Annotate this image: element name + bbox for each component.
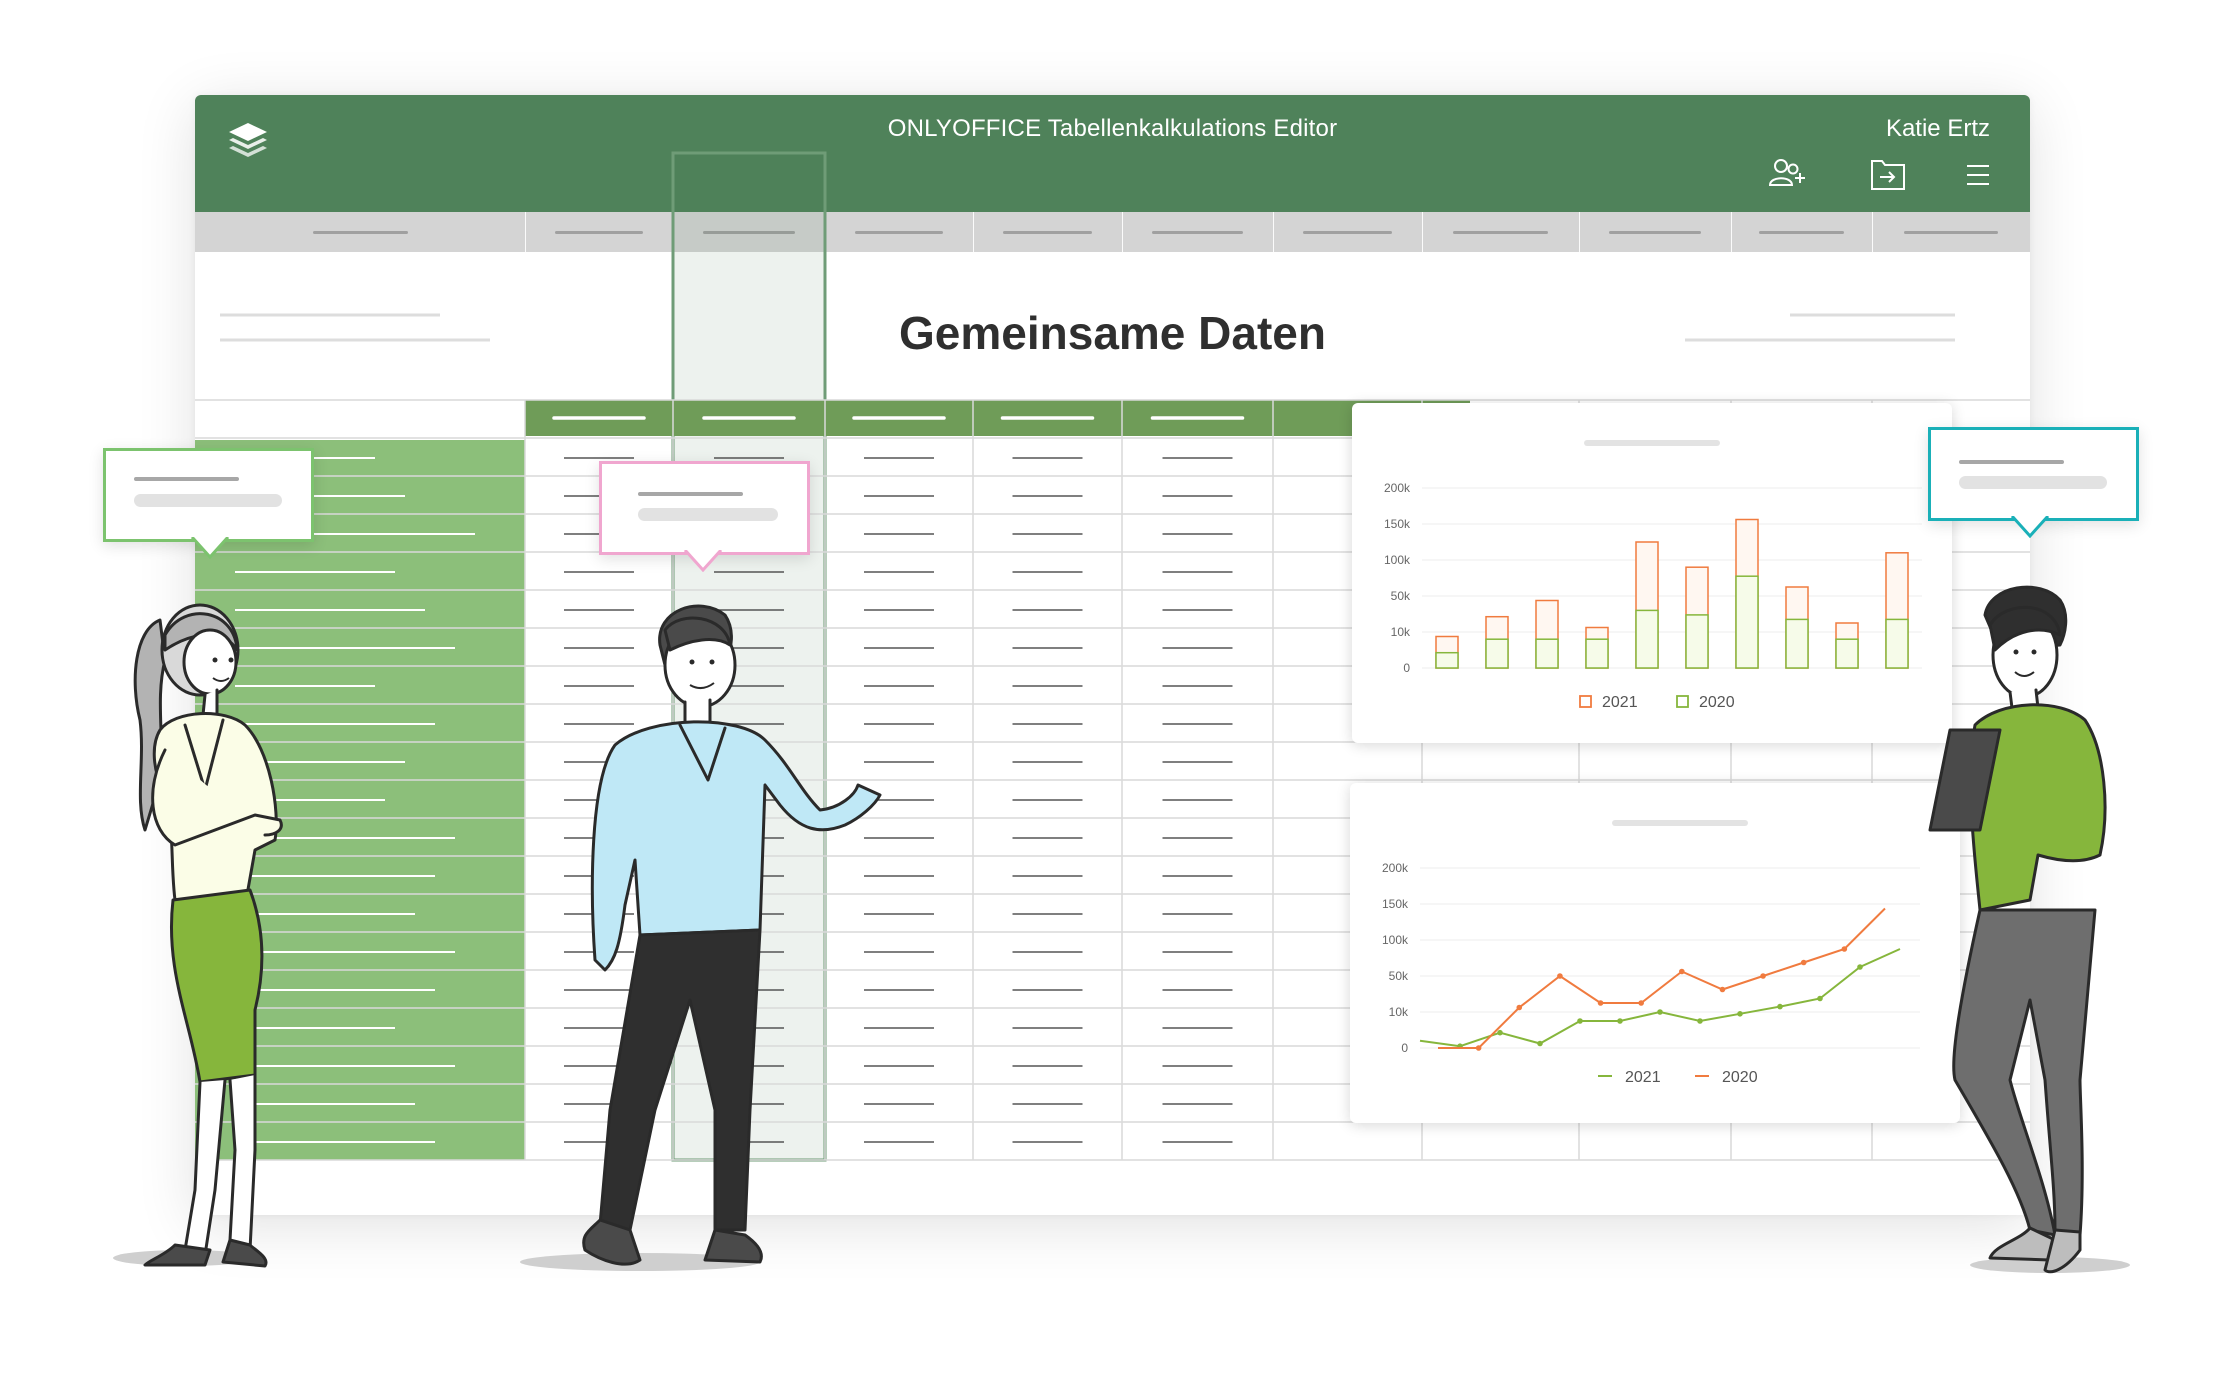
bar-2020 (1785, 618, 1809, 669)
pink-comment[interactable] (599, 461, 810, 555)
data-point-2020 (1475, 1045, 1482, 1051)
data-point-2020 (1597, 1000, 1604, 1006)
sheet-title[interactable]: Gemeinsame Daten (899, 307, 1326, 359)
spreadsheet-grid[interactable] (195, 95, 2030, 1215)
data-point-2021 (1857, 964, 1863, 970)
y-tick-label: 150k (1384, 517, 1411, 531)
column-headers (195, 212, 2030, 252)
column-header-label[interactable] (1002, 231, 1093, 234)
menu-icon[interactable] (1956, 155, 2000, 195)
y-tick-label: 0 (1401, 1041, 1408, 1055)
table-header-row (525, 400, 1470, 436)
column-header-label[interactable] (1903, 231, 1999, 234)
y-tick-label: 100k (1384, 553, 1411, 567)
data-point-2020 (1841, 946, 1848, 952)
data-point-2021 (1817, 995, 1823, 1002)
legend-swatch-2021 (1579, 695, 1592, 708)
column-header-label[interactable] (703, 231, 795, 234)
data-point-2021 (1777, 1003, 1783, 1010)
man-right-figure (1928, 585, 2107, 1274)
line-chart: 0 10k 50k 100k 150k 200k 2021 2020 (1382, 820, 1920, 1086)
woman-figure (133, 603, 283, 1268)
data-point-2020 (1679, 968, 1685, 975)
title-area: Gemeinsame Daten (195, 252, 2030, 397)
onlyoffice-layers-icon[interactable] (223, 117, 273, 167)
data-point-2020 (1557, 973, 1563, 979)
column-header-label[interactable] (854, 231, 944, 234)
column-header-label[interactable] (1302, 231, 1393, 234)
column-header-label[interactable] (554, 231, 644, 234)
data-point-2020 (1516, 1004, 1523, 1011)
data-point-2021 (1737, 1011, 1743, 1017)
bar-2020 (1885, 618, 1909, 669)
y-tick-label: 200k (1382, 861, 1409, 875)
bar-chart-card[interactable]: 0 10k 50k 100k 150k 200k 2021 2020 (1352, 403, 1952, 743)
y-tick-label: 200k (1384, 481, 1411, 495)
teal-comment-tail (2010, 516, 2050, 538)
green-comment-tail (190, 537, 230, 559)
data-point-2021 (1697, 1018, 1703, 1024)
y-tick-label: 50k (1391, 589, 1411, 603)
bar-2020 (1835, 638, 1859, 669)
bar-2020 (1535, 638, 1559, 669)
data-point-2021 (1577, 1018, 1583, 1024)
column-header-label[interactable] (1759, 231, 1844, 234)
bar-2020 (1635, 609, 1659, 669)
y-tick-label: 10k (1391, 625, 1411, 639)
column-header-label[interactable] (1152, 231, 1243, 234)
bar-2020 (1435, 651, 1459, 669)
y-tick-label: 0 (1403, 661, 1410, 675)
data-point-2021 (1657, 1009, 1663, 1015)
bar-2020 (1685, 614, 1709, 669)
data-point-2021 (1617, 1018, 1623, 1024)
y-tick-label: 100k (1382, 933, 1409, 947)
data-point-2020 (1800, 959, 1807, 966)
series-line-2020 (1438, 907, 1886, 1049)
column-header-label[interactable] (312, 231, 408, 234)
app-title: ONLYOFFICE Tabellenkalkulations Editor (887, 115, 1338, 142)
column-header-label[interactable] (1609, 231, 1701, 234)
bar-2020 (1735, 575, 1759, 669)
y-tick-label: 50k (1389, 969, 1409, 983)
data-point-2021 (1497, 1029, 1503, 1036)
legend-label-2021: 2021 (1602, 694, 1638, 711)
user-name[interactable]: Katie Ertz (1885, 115, 1990, 142)
y-tick-label: 150k (1382, 897, 1409, 911)
bar-2020 (1485, 638, 1509, 669)
y-tick-label: 10k (1389, 1005, 1409, 1019)
open-folder-icon[interactable] (1866, 155, 1910, 195)
bar-2020 (1585, 638, 1609, 669)
legend-swatch-2020 (1676, 695, 1689, 708)
pink-comment-tail (683, 550, 723, 572)
legend-label-2020: 2020 (1699, 694, 1735, 711)
data-point-2020 (1638, 1000, 1644, 1006)
data-point-2020 (1719, 986, 1726, 993)
teal-comment[interactable] (1928, 427, 2139, 521)
title-bar: ONLYOFFICE Tabellenkalkulations Editor K… (195, 95, 2030, 212)
bar-chart: 0 10k 50k 100k 150k 200k 2021 2020 (1384, 440, 1922, 711)
data-point-2020 (1760, 973, 1766, 979)
column-header-label[interactable] (1453, 231, 1548, 234)
add-user-icon[interactable] (1766, 155, 1810, 195)
legend-label-2020: 2020 (1722, 1069, 1758, 1086)
line-chart-card[interactable]: 0 10k 50k 100k 150k 200k 2021 2020 (1350, 783, 1960, 1123)
legend-label-2021: 2021 (1625, 1069, 1661, 1086)
man-center-figure (582, 604, 882, 1266)
data-point-2021 (1537, 1040, 1543, 1047)
